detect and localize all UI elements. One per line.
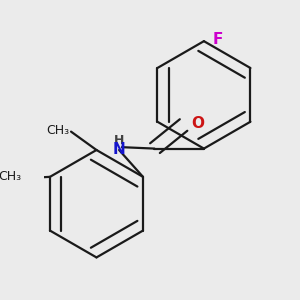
Text: F: F [212, 32, 223, 47]
Text: N: N [113, 142, 125, 158]
Text: CH₃: CH₃ [46, 124, 70, 137]
Text: H: H [114, 134, 124, 147]
Text: CH₃: CH₃ [0, 170, 22, 183]
Text: O: O [191, 116, 204, 130]
